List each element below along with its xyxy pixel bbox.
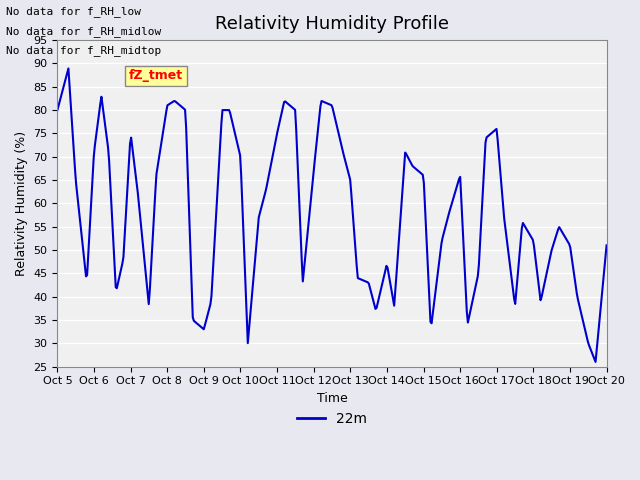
Text: No data for f_RH_midlow: No data for f_RH_midlow (6, 25, 162, 36)
Text: No data for f_RH_midtop: No data for f_RH_midtop (6, 45, 162, 56)
Legend: 22m: 22m (291, 407, 372, 432)
Title: Relativity Humidity Profile: Relativity Humidity Profile (215, 15, 449, 33)
X-axis label: Time: Time (317, 392, 348, 405)
Text: No data for f_RH_low: No data for f_RH_low (6, 6, 141, 17)
Y-axis label: Relativity Humidity (%): Relativity Humidity (%) (15, 131, 28, 276)
Text: fZ_tmet: fZ_tmet (129, 69, 183, 82)
